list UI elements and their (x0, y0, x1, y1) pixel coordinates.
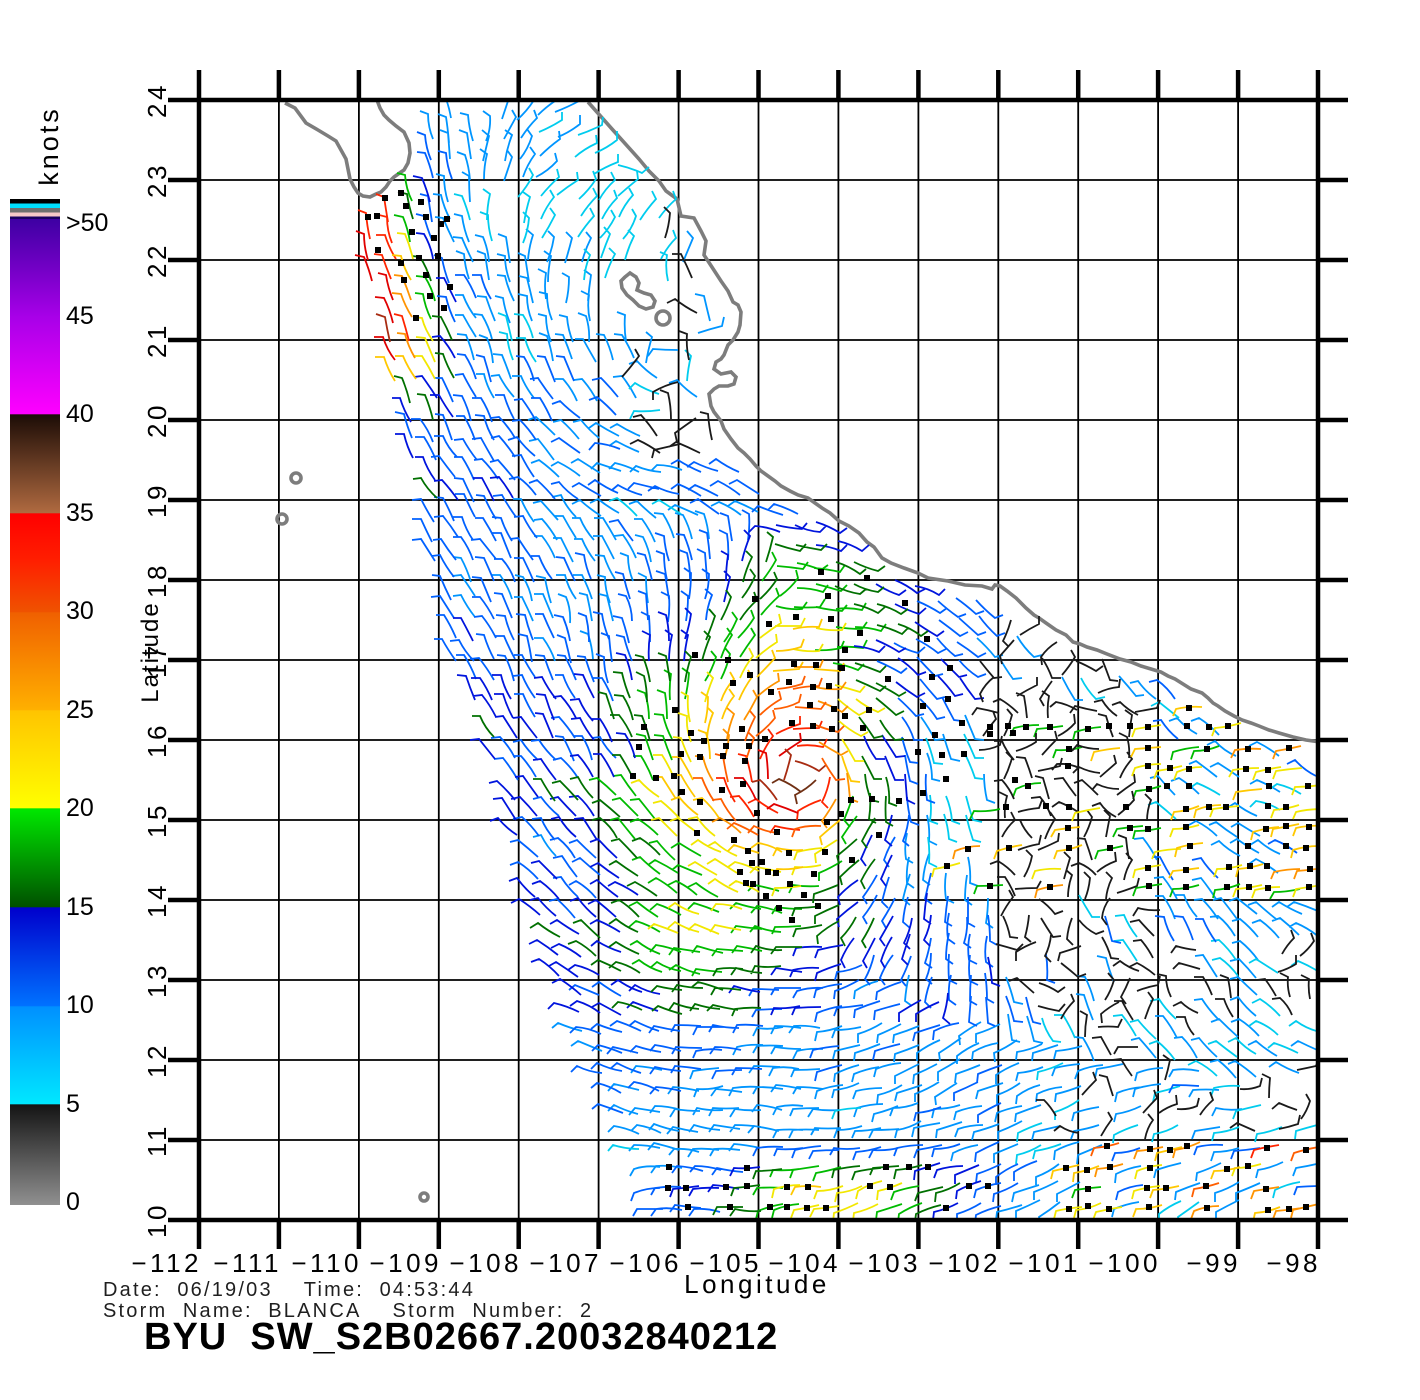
svg-text:19: 19 (142, 482, 172, 518)
svg-text:15: 15 (142, 802, 172, 838)
svg-text:−103: −103 (848, 1248, 921, 1278)
svg-text:−99: −99 (1186, 1248, 1241, 1278)
svg-text:−112: −112 (131, 1248, 202, 1278)
svg-text:−109: −109 (369, 1248, 442, 1278)
svg-text:20: 20 (142, 402, 172, 438)
svg-text:−105: −105 (689, 1248, 762, 1278)
svg-text:0: 0 (66, 1188, 80, 1216)
svg-text:−106: −106 (609, 1248, 682, 1278)
svg-text:17: 17 (142, 642, 172, 678)
svg-text:15: 15 (66, 893, 94, 921)
svg-text:>50: >50 (66, 209, 108, 237)
svg-text:Storm Name: BLANCA Storm: Storm Name: BLANCA Storm Number: 2 (103, 1300, 593, 1322)
svg-text:5: 5 (66, 1090, 80, 1118)
svg-text:BYU SW_S2B02667.20032840212: BYU SW_S2B02667.20032840212 (144, 1316, 778, 1358)
svg-text:−100: −100 (1088, 1248, 1161, 1278)
svg-text:Date: 06/19/03 Time: 04:5: Date: 06/19/03 Time: 04:53:44 (103, 1279, 475, 1301)
svg-text:14: 14 (142, 882, 172, 918)
svg-text:−110: −110 (291, 1248, 362, 1278)
svg-text:knots: knots (34, 106, 64, 186)
svg-text:20: 20 (66, 794, 94, 822)
svg-text:45: 45 (66, 302, 94, 330)
svg-text:16: 16 (142, 722, 172, 758)
svg-text:13: 13 (142, 962, 172, 998)
svg-text:12: 12 (142, 1042, 172, 1078)
svg-text:−102: −102 (928, 1248, 1001, 1278)
svg-text:21: 21 (142, 322, 172, 358)
svg-text:22: 22 (142, 242, 172, 278)
svg-text:24: 24 (142, 82, 172, 118)
svg-text:10: 10 (142, 1202, 172, 1238)
svg-text:−101: −101 (1008, 1248, 1081, 1278)
svg-text:−104: −104 (768, 1248, 841, 1278)
svg-text:11: 11 (142, 1123, 172, 1157)
svg-text:−98: −98 (1266, 1248, 1321, 1278)
svg-text:−107: −107 (529, 1248, 602, 1278)
svg-text:Longitude: Longitude (684, 1269, 830, 1299)
svg-text:23: 23 (142, 162, 172, 198)
svg-text:Latitude: Latitude (137, 601, 164, 702)
svg-text:40: 40 (66, 400, 94, 428)
svg-text:18: 18 (142, 562, 172, 598)
svg-text:−111: −111 (213, 1248, 282, 1278)
svg-text:−108: −108 (449, 1248, 522, 1278)
svg-text:35: 35 (66, 499, 94, 527)
svg-text:10: 10 (66, 991, 94, 1019)
svg-text:30: 30 (66, 597, 94, 625)
svg-text:25: 25 (66, 696, 94, 724)
